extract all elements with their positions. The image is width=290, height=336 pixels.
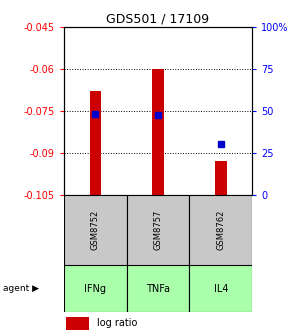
Bar [189,195,252,265]
Bar [153,69,164,195]
Text: log ratio: log ratio [97,319,137,328]
Bar [64,195,127,265]
Bar [90,91,101,195]
Title: GDS501 / 17109: GDS501 / 17109 [106,13,210,26]
Bar [66,317,89,330]
Bar [64,265,127,312]
Text: IL4: IL4 [214,284,228,294]
Bar [127,265,189,312]
Text: GSM8752: GSM8752 [91,210,100,250]
Text: agent ▶: agent ▶ [3,285,39,293]
Text: GSM8757: GSM8757 [153,210,163,250]
Bar [215,161,226,195]
Text: IFNg: IFNg [84,284,106,294]
Text: TNFa: TNFa [146,284,170,294]
Bar [189,265,252,312]
Bar [127,195,189,265]
Text: GSM8762: GSM8762 [216,210,225,250]
